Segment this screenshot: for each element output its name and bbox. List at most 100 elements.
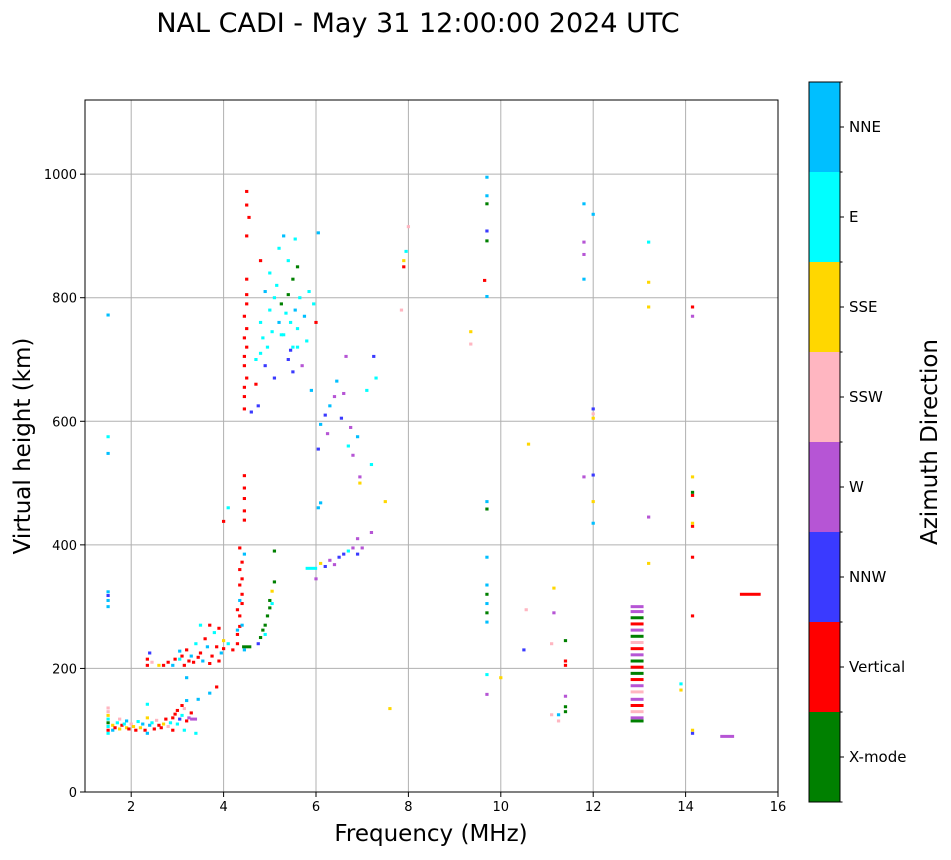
- data-point-sse: [221, 639, 226, 643]
- data-point-sse: [647, 561, 651, 565]
- data-point-w: [690, 314, 695, 318]
- data-point-x-mode: [690, 490, 695, 494]
- data-point-e: [286, 259, 290, 263]
- data-point-vertical: [245, 302, 249, 306]
- data-point-x-mode: [630, 616, 644, 620]
- data-point-nnw: [256, 404, 260, 408]
- data-point-nne: [208, 691, 212, 695]
- data-point-vertical: [173, 657, 177, 661]
- data-point-x-mode: [563, 710, 568, 714]
- y-tick-label: 1000: [44, 168, 77, 183]
- data-point-vertical: [198, 651, 203, 655]
- data-point-nnw: [148, 651, 152, 655]
- data-point-nne: [485, 555, 489, 559]
- x-tick-label: 12: [585, 800, 602, 815]
- data-point-vertical: [235, 632, 240, 636]
- data-point-nnw: [263, 364, 267, 368]
- data-point-vertical: [690, 555, 695, 559]
- x-tick-label: 8: [404, 800, 412, 815]
- data-point-w: [552, 611, 556, 615]
- data-point-w: [187, 716, 191, 720]
- x-tick-label: 16: [770, 800, 787, 815]
- data-point-vertical: [175, 708, 180, 712]
- data-point-vertical: [208, 661, 212, 665]
- data-point-vertical: [630, 665, 644, 669]
- colorbar-tick-label: E: [849, 208, 858, 226]
- data-point-x-mode: [630, 634, 644, 638]
- data-point-vertical: [120, 723, 124, 727]
- data-point-e: [346, 444, 350, 448]
- data-point-w: [720, 734, 735, 738]
- data-point-w: [351, 546, 355, 550]
- colorbar-swatch: [809, 622, 840, 712]
- data-point-vertical: [161, 663, 166, 667]
- colorbar-label: Azimuth Direction: [917, 339, 943, 545]
- data-point-w: [485, 692, 489, 696]
- data-point-e: [282, 333, 286, 337]
- data-point-vertical: [134, 728, 138, 732]
- data-point-vertical: [245, 277, 249, 281]
- data-point-ssw: [129, 722, 133, 726]
- x-tick-label: 2: [127, 800, 135, 815]
- data-point-e: [106, 725, 110, 729]
- data-point-nne: [111, 728, 115, 732]
- data-point-x-mode: [268, 598, 272, 602]
- data-point-vertical: [238, 583, 242, 587]
- data-point-vertical: [208, 623, 212, 627]
- data-point-vertical: [235, 642, 240, 646]
- data-point-vertical: [245, 345, 249, 349]
- data-point-w: [190, 717, 198, 721]
- data-point-nne: [485, 194, 489, 198]
- data-point-nne: [263, 290, 267, 294]
- data-point-sse: [145, 716, 149, 720]
- data-point-sse: [526, 442, 531, 446]
- data-point-ssw: [106, 706, 110, 710]
- data-point-w: [300, 364, 304, 368]
- data-point-x-mode: [485, 611, 489, 615]
- data-point-nne: [124, 719, 129, 723]
- data-point-ssw: [550, 713, 554, 717]
- data-point-w: [582, 252, 586, 256]
- data-point-nne: [106, 605, 110, 609]
- data-point-sse: [270, 589, 274, 593]
- data-point-nne: [319, 422, 323, 426]
- colorbar-tick-label: W: [849, 478, 864, 496]
- data-point-w: [630, 697, 644, 701]
- colorbar-frame: [808, 81, 841, 803]
- data-point-vertical: [185, 648, 189, 652]
- data-point-x-mode: [485, 592, 489, 596]
- data-point-ssw: [630, 710, 644, 714]
- data-point-vertical: [180, 654, 184, 658]
- data-point-e: [115, 721, 119, 725]
- x-axis-label: Frequency (MHz): [334, 821, 527, 847]
- data-point-nne: [355, 435, 360, 439]
- data-point-sse: [552, 586, 556, 590]
- data-point-nnw: [591, 407, 595, 411]
- data-point-sse: [106, 713, 110, 717]
- data-point-e: [647, 240, 651, 244]
- data-point-nne: [316, 506, 320, 510]
- data-point-e: [288, 320, 293, 324]
- data-point-vertical: [191, 660, 196, 664]
- data-point-ssw: [154, 718, 159, 722]
- data-point-vertical: [127, 727, 131, 731]
- data-point-nne: [582, 277, 586, 281]
- data-point-e: [122, 722, 126, 726]
- data-point-vertical: [157, 723, 161, 727]
- data-point-x-mode: [563, 705, 568, 709]
- data-point-vertical: [242, 509, 247, 513]
- data-point-sse: [499, 676, 503, 680]
- data-point-e: [346, 549, 350, 553]
- data-point-nne: [328, 404, 332, 408]
- data-point-sse: [469, 330, 473, 334]
- data-point-nne: [171, 663, 175, 667]
- data-point-sse: [138, 726, 143, 730]
- data-point-e: [258, 351, 263, 355]
- data-point-vertical: [240, 560, 244, 564]
- data-point-vertical: [563, 659, 568, 663]
- data-point-sse: [358, 481, 362, 485]
- data-point-w: [630, 628, 644, 632]
- data-point-vertical: [235, 608, 240, 612]
- colorbar-tick-label: SSW: [849, 388, 883, 406]
- data-point-w: [563, 694, 568, 698]
